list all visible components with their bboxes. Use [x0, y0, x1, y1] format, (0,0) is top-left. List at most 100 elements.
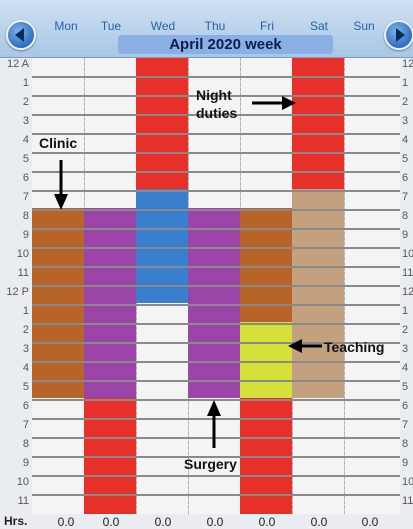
hour-label: 9 [22, 229, 29, 241]
chevron-left-icon [15, 28, 24, 42]
hour-label: 7 [22, 419, 29, 431]
hour-line [32, 494, 400, 496]
hour-label: 3 [22, 115, 29, 127]
hour-label-right: 10 [402, 248, 413, 260]
hour-line [32, 380, 400, 382]
hour-label: 6 [22, 400, 29, 412]
arrow-left-icon [288, 339, 322, 353]
arrow-down-icon [54, 160, 68, 210]
hours-total-sun: 0.0 [361, 515, 379, 529]
arrow-right-icon [252, 96, 296, 110]
hour-label-right: 11 [402, 267, 413, 279]
night-duty-event-wed[interactable] [136, 58, 188, 189]
week-title: April 2020 week [118, 35, 333, 54]
day-header-wed: Wed [150, 19, 176, 33]
day-header-sat: Sat [309, 19, 328, 33]
hour-line [32, 95, 400, 97]
hour-label-right: 9 [402, 229, 409, 241]
hour-line [32, 399, 400, 401]
night-duty-event-sat[interactable] [292, 58, 344, 189]
hour-line [32, 323, 400, 325]
teaching-event-fri[interactable] [240, 322, 292, 398]
clinic-annotation: Clinic [39, 135, 78, 151]
hour-label: 7 [22, 191, 29, 203]
hours-label: Hrs. [4, 514, 28, 528]
hour-line [32, 475, 400, 477]
hours-total-wed: 0.0 [154, 515, 172, 529]
hour-label-right: 3 [402, 343, 409, 355]
hour-line [32, 266, 400, 268]
hour-label-right: 4 [402, 134, 409, 146]
hour-label: 8 [22, 210, 29, 222]
calendar-grid[interactable] [32, 58, 400, 514]
surgery-event-thu[interactable] [188, 208, 240, 398]
hour-label: 1 [22, 305, 29, 317]
hour-line [32, 437, 400, 439]
day-header-tue: Tue [100, 19, 122, 33]
hour-line [32, 418, 400, 420]
hour-label-right: 4 [402, 362, 409, 374]
hour-line [32, 342, 400, 344]
day-header-mon: Mon [54, 19, 78, 33]
hour-label-right: 2 [402, 96, 409, 108]
day-header-thu: Thu [204, 19, 226, 33]
hours-total-thu: 0.0 [206, 515, 224, 529]
hour-label: 6 [22, 172, 29, 184]
hour-label: 1 [22, 77, 29, 89]
hour-label: 4 [22, 134, 29, 146]
hour-line [32, 76, 400, 78]
arrow-up-icon [207, 400, 221, 448]
hour-label: 10 [16, 248, 29, 260]
hour-label-right: 10 [402, 476, 413, 488]
tan-event-sat[interactable] [292, 189, 344, 398]
hour-label: 12 A [6, 58, 29, 70]
hour-line [32, 304, 400, 306]
hour-label: 4 [22, 362, 29, 374]
hours-total-tue: 0.0 [102, 515, 120, 529]
hour-label: 2 [22, 96, 29, 108]
hour-label-right: 3 [402, 115, 409, 127]
surgery-event-tue[interactable] [84, 208, 136, 398]
hour-label-right: 5 [402, 153, 409, 165]
hour-label-right: 6 [402, 400, 409, 412]
hour-line [32, 361, 400, 363]
hour-label-right: 1 [402, 77, 409, 89]
hour-line [32, 133, 400, 135]
hour-label: 5 [22, 153, 29, 165]
hour-label-right: 7 [402, 419, 409, 431]
hours-footer: Hrs. 0.0 0.0 0.0 0.0 0.0 0.0 0.0 [0, 514, 413, 529]
hour-label: 12 P [6, 286, 29, 298]
clinic-event-fri[interactable] [240, 208, 292, 322]
hour-label-right: 8 [402, 210, 409, 222]
hour-label-right: 7 [402, 191, 409, 203]
hour-line [32, 247, 400, 249]
hour-label-right: 12 A [402, 58, 413, 70]
hour-label: 2 [22, 324, 29, 336]
hour-line [32, 190, 400, 192]
hour-line [32, 228, 400, 230]
hour-label: 3 [22, 343, 29, 355]
hours-total-mon: 0.0 [57, 515, 75, 529]
previous-week-button[interactable] [6, 20, 36, 50]
hour-line [32, 114, 400, 116]
hour-label-right: 2 [402, 324, 409, 336]
hour-label: 11 [17, 495, 29, 507]
surgery-annotation: Surgery [184, 456, 237, 472]
clinic-event-mon[interactable] [32, 208, 84, 398]
night-duties-annotation: Night duties [196, 87, 238, 121]
day-header-fri: Fri [260, 19, 274, 33]
next-week-button[interactable] [384, 20, 413, 50]
hour-label: 11 [17, 267, 29, 279]
hour-label-right: 5 [402, 381, 409, 393]
day-header-sun: Sun [353, 19, 375, 33]
hour-label-right: 9 [402, 457, 409, 469]
blue-event-wed[interactable] [136, 189, 188, 303]
hour-line [32, 152, 400, 154]
hour-line [32, 456, 400, 458]
hour-label-right: 6 [402, 172, 409, 184]
teaching-annotation: Teaching [324, 339, 385, 355]
hour-label: 10 [16, 476, 29, 488]
hour-label: 9 [22, 457, 29, 469]
chevron-right-icon [396, 28, 405, 42]
